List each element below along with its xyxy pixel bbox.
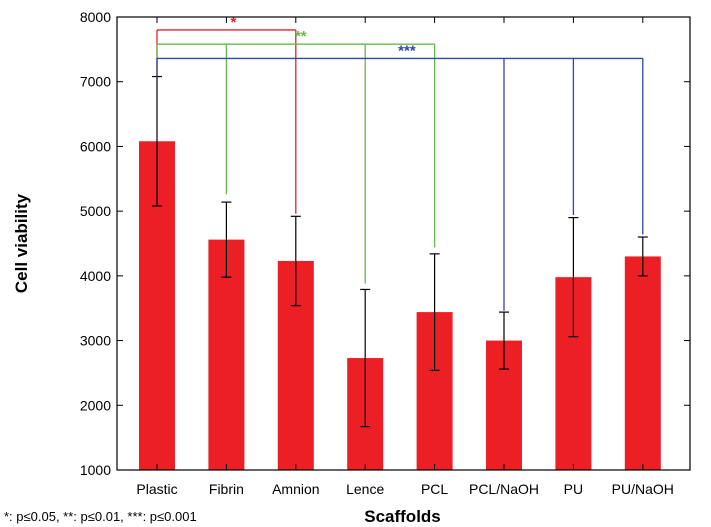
- bars-layer: [139, 141, 661, 470]
- plot-frame: [116, 16, 691, 471]
- x-tick-label: Amnion: [272, 481, 319, 497]
- x-tick-label: Lence: [346, 481, 384, 497]
- x-axis-title: Scaffolds: [364, 507, 441, 526]
- x-tick-label: PCL: [421, 481, 448, 497]
- significance-brackets-layer: ******: [156, 14, 644, 311]
- x-axis-ticks: Plastic Fibrin Amnion Lence PCL PCL/NaOH PU PU/…: [136, 17, 674, 497]
- error-bar: [637, 236, 648, 277]
- y-tick-label: 6000: [80, 138, 111, 154]
- significance-footnote: *: p≤0.05, **: p≤0.01, ***: p≤0.001: [4, 509, 197, 524]
- error-bar: [568, 217, 579, 338]
- y-tick-label: 4000: [80, 268, 111, 284]
- y-tick-label: 2000: [80, 397, 111, 413]
- error-bar: [221, 201, 232, 278]
- error-bars-layer: [152, 75, 648, 428]
- significance-bracket: **: [156, 28, 436, 284]
- significance-label: ***: [398, 42, 416, 59]
- x-tick-label: Plastic: [136, 481, 177, 497]
- x-tick-label: PCL/NaOH: [469, 481, 539, 497]
- x-tick-label: PU/NaOH: [612, 481, 674, 497]
- x-tick-label: Fibrin: [209, 481, 244, 497]
- error-bar: [429, 253, 440, 371]
- y-tick-label: 8000: [80, 9, 111, 25]
- error-bar: [360, 288, 371, 428]
- bar-pu-naoh: [624, 256, 661, 470]
- bar-fibrin: [208, 239, 245, 470]
- y-tick-label: 1000: [80, 462, 111, 478]
- y-tick-label: 7000: [80, 74, 111, 90]
- y-tick-label: 3000: [80, 333, 111, 349]
- significance-label: *: [230, 14, 236, 31]
- error-bar: [290, 215, 301, 307]
- y-axis-ticks: 1000 2000 3000 4000 5000 6000 7000 8000: [80, 9, 690, 478]
- x-tick-label: PU: [564, 481, 583, 497]
- y-axis-title: Cell viability: [12, 193, 31, 293]
- error-bar: [499, 311, 509, 370]
- significance-bracket: ***: [156, 42, 644, 311]
- significance-label: **: [295, 28, 307, 45]
- y-tick-label: 5000: [80, 203, 111, 219]
